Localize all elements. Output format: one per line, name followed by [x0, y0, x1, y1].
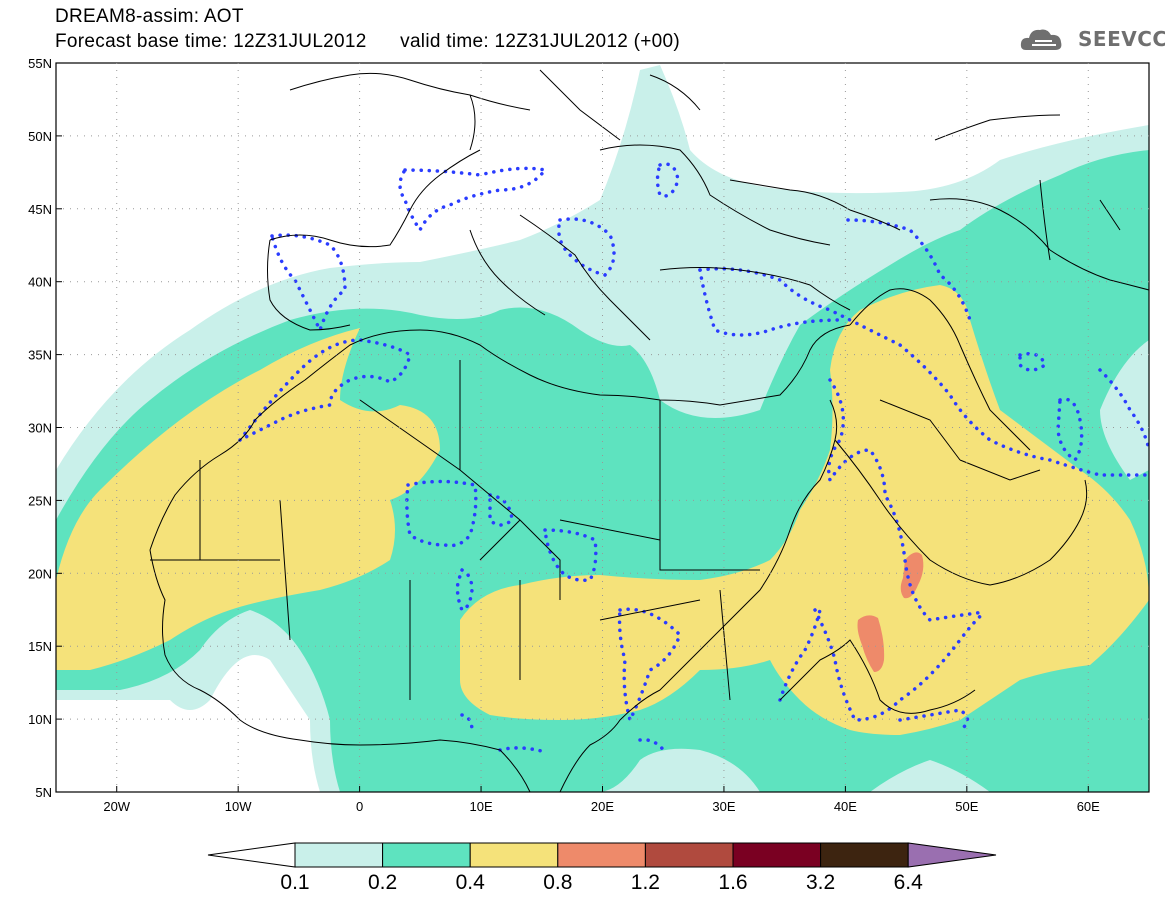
latitude-labels: 55N 50N 45N 40N 35N 30N 25N 20N 15N 10N 5N [28, 56, 52, 800]
lat-label: 15N [28, 639, 52, 654]
lon-label: 10E [469, 799, 492, 814]
title-line-1: DREAM8-assim: AOT [55, 6, 244, 27]
lon-label: 20E [591, 799, 614, 814]
lat-label: 55N [28, 56, 52, 71]
lat-label: 30N [28, 421, 52, 436]
lat-label: 50N [28, 129, 52, 144]
lat-label: 35N [28, 348, 52, 363]
colorbar-label: 6.4 [894, 871, 924, 894]
lat-label: 10N [28, 712, 52, 727]
colorbar-swatch [557, 842, 646, 868]
colorbar-label: 1.2 [631, 871, 660, 894]
lon-label: 50E [955, 799, 978, 814]
colorbar-label: 0.8 [543, 871, 572, 894]
lon-label: 60E [1077, 799, 1100, 814]
lat-label: 25N [28, 493, 52, 508]
colorbar: 0.1 0.2 0.4 0.8 1.2 1.6 3.2 6.4 [207, 842, 997, 894]
cloud-icon [1020, 29, 1062, 50]
colorbar-swatch [294, 842, 384, 868]
colorbar-label: 0.1 [280, 871, 309, 894]
colorbar-label: 0.4 [456, 871, 486, 894]
aot-field-0.8-b [857, 615, 885, 672]
lon-label: 30E [712, 799, 735, 814]
colorbar-swatch [732, 842, 822, 868]
colorbar-label: 3.2 [806, 871, 835, 894]
colorbar-swatch [469, 842, 559, 868]
lon-label: 40E [834, 799, 857, 814]
aot-field-0.4-sahel [460, 285, 1149, 735]
colorbar-swatch [820, 842, 909, 868]
forecast-base-time: Forecast base time: 12Z31JUL2012 [55, 31, 367, 52]
colorbar-label: 1.6 [718, 871, 747, 894]
lat-label: 5N [35, 785, 52, 800]
valid-time: valid time: 12Z31JUL2012 (+00) [400, 31, 681, 52]
lat-label: 20N [28, 566, 52, 581]
aot-field-0.4-sahara [56, 328, 440, 670]
colorbar-extend-low [207, 842, 296, 868]
lon-label: 10W [225, 799, 252, 814]
aot-field-0.8-a [900, 552, 924, 599]
colorbar-extend-high [907, 842, 997, 868]
colorbar-swatch [382, 842, 471, 868]
seevccc-logo-text: SEEVCCC [1078, 27, 1165, 51]
dust-contours [238, 162, 1149, 754]
lat-label: 40N [28, 275, 52, 290]
lat-label: 45N [28, 202, 52, 217]
lon-label: 0 [356, 799, 363, 814]
lon-label: 20W [103, 799, 130, 814]
graticule [56, 62, 1149, 793]
longitude-labels: 20W 10W 0 10E 20E 30E 40E 50E 60E [103, 799, 1100, 814]
title-line-2: Forecast base time: 12Z31JUL2012 valid t… [55, 31, 680, 53]
colorbar-swatch [644, 842, 734, 868]
colorbar-label: 0.2 [368, 871, 397, 894]
